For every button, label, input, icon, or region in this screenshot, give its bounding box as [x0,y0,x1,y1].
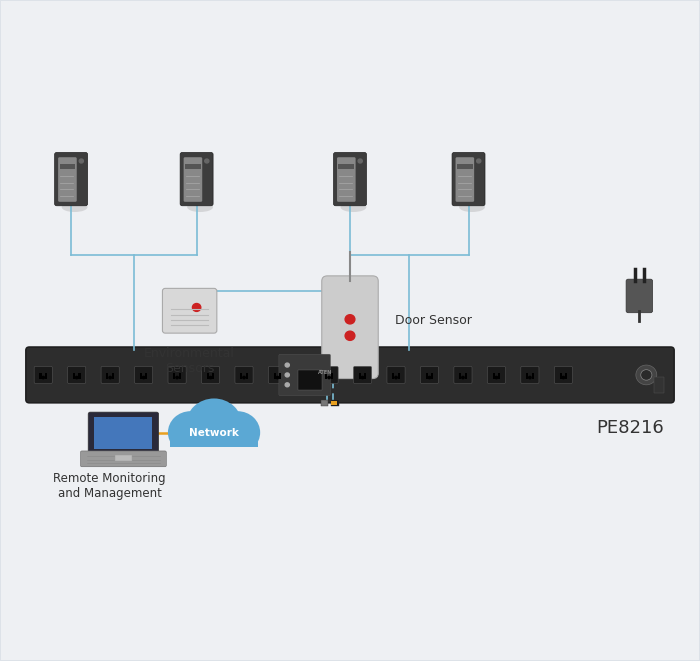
Bar [178,373,181,379]
FancyBboxPatch shape [487,366,505,383]
Bar [206,373,209,379]
Circle shape [168,411,213,454]
Bar [246,373,248,379]
Bar [60,164,76,169]
FancyBboxPatch shape [421,366,438,383]
Circle shape [182,417,225,457]
Bar [78,373,81,379]
FancyBboxPatch shape [337,157,356,202]
Circle shape [176,376,178,379]
Bar [654,377,664,393]
Bar [431,373,433,379]
FancyBboxPatch shape [26,347,674,403]
Bar [279,373,281,379]
Bar [526,373,528,379]
Bar [140,373,142,379]
FancyBboxPatch shape [34,366,52,383]
Bar [331,401,337,405]
FancyBboxPatch shape [521,366,539,383]
Circle shape [142,376,145,379]
Text: Remote Monitoring
and Management: Remote Monitoring and Management [53,472,166,500]
Circle shape [204,417,246,457]
Bar [457,164,473,169]
Circle shape [562,376,565,379]
Bar [240,373,242,379]
Circle shape [276,376,279,379]
Circle shape [495,376,498,379]
Circle shape [79,159,83,163]
Bar [331,373,333,379]
Circle shape [345,315,355,324]
FancyBboxPatch shape [58,157,77,202]
Ellipse shape [459,202,485,212]
Circle shape [285,373,289,377]
FancyBboxPatch shape [452,153,485,206]
Circle shape [345,331,355,340]
Ellipse shape [62,202,88,212]
Ellipse shape [187,202,213,212]
Bar [321,400,328,407]
FancyBboxPatch shape [162,288,217,333]
Circle shape [186,399,242,451]
FancyBboxPatch shape [55,153,88,206]
Circle shape [243,376,245,379]
FancyBboxPatch shape [235,366,253,383]
FancyBboxPatch shape [387,366,405,383]
FancyBboxPatch shape [354,366,372,383]
FancyBboxPatch shape [183,157,202,202]
FancyBboxPatch shape [180,153,213,206]
Bar [326,373,328,379]
Bar [465,373,467,379]
FancyBboxPatch shape [80,451,167,467]
Circle shape [285,383,289,387]
FancyBboxPatch shape [454,366,472,383]
Bar [364,373,366,379]
Bar [392,373,394,379]
FancyBboxPatch shape [279,354,330,396]
FancyBboxPatch shape [554,366,573,383]
Bar [112,373,114,379]
Text: Network: Network [189,428,239,438]
FancyBboxPatch shape [456,157,474,202]
FancyBboxPatch shape [202,366,220,383]
Text: Door Sensor: Door Sensor [395,314,472,327]
FancyBboxPatch shape [333,153,367,206]
Circle shape [193,303,201,311]
Circle shape [477,159,481,163]
Bar [331,400,339,407]
Circle shape [209,376,212,379]
Bar [115,455,132,461]
FancyBboxPatch shape [168,366,186,383]
Bar [459,373,461,379]
Circle shape [640,369,652,380]
Ellipse shape [340,202,366,212]
Bar [338,164,354,169]
Bar [45,373,47,379]
Text: Environmental
Sensors: Environmental Sensors [144,347,235,375]
Bar [358,373,361,379]
FancyBboxPatch shape [101,366,119,383]
Circle shape [215,411,260,454]
FancyBboxPatch shape [268,366,286,383]
Circle shape [42,376,44,379]
Bar [498,373,500,379]
Bar [146,373,148,379]
Circle shape [428,376,430,379]
Bar [426,373,428,379]
Circle shape [285,363,289,367]
Circle shape [328,376,330,379]
Bar [493,373,495,379]
Circle shape [462,376,464,379]
Bar [531,373,533,379]
Circle shape [76,376,78,379]
Circle shape [528,376,531,379]
FancyBboxPatch shape [88,412,159,454]
Bar [185,164,201,169]
Text: ATEN: ATEN [318,370,332,375]
Circle shape [636,365,657,385]
Bar [559,373,561,379]
FancyBboxPatch shape [134,366,153,383]
FancyBboxPatch shape [68,366,86,383]
Circle shape [395,376,397,379]
